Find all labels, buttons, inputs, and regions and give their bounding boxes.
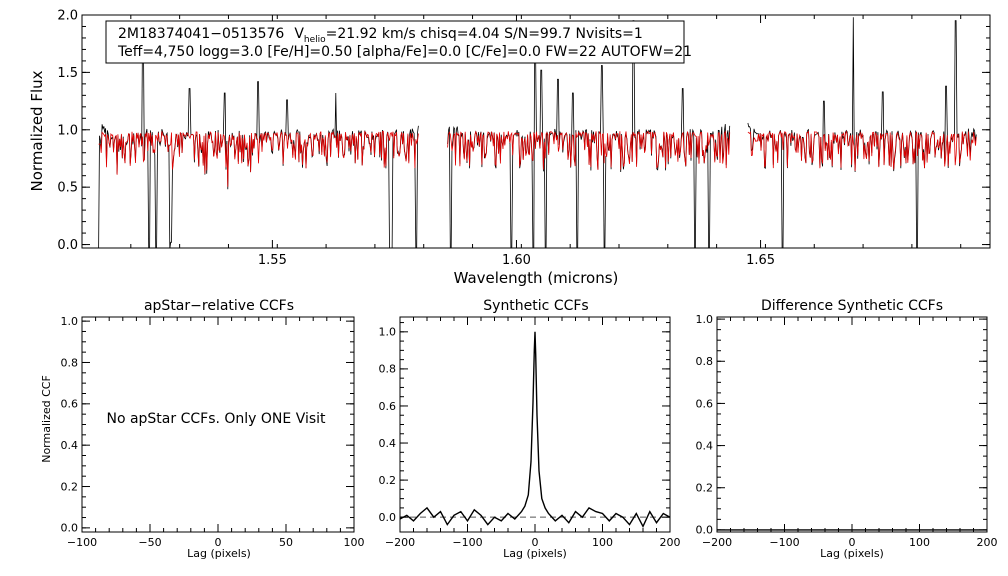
annotation-star-id: 2M18374041−0513576 (118, 26, 284, 42)
spectrum-ytick-label: 0.0 (57, 238, 78, 253)
difference-ccf-ytick-label: 0.8 (696, 355, 714, 368)
synthetic-ccf-xtick-label: 0 (532, 536, 539, 549)
difference-ccf-xtick-label: 200 (977, 536, 998, 549)
spectrum-ytick-label: 0.5 (57, 181, 78, 196)
synthetic-ccf-ytick-label: 1.0 (379, 326, 397, 339)
difference-ccf-frame (716, 316, 988, 533)
difference-ccf-ytick-label: 0.4 (696, 439, 714, 452)
spectrum-annotation-box: 2M18374041−0513576 Vhelio=21.92 km/s chis… (105, 20, 692, 64)
spectrum-xtick-label: 1.55 (258, 253, 287, 268)
spectrum-xtick-label: 1.60 (502, 253, 531, 268)
annotation-line-1-rest: =21.92 km/s chisq=4.04 S/N=99.7 Nvisits=… (326, 26, 643, 42)
apstar-ccf-ylabel: Normalized CCF (40, 375, 53, 463)
synthetic-ccf-panel: Synthetic CCFs −200 −100 0 100 200 0.0 0.2 0.4 0… (379, 298, 681, 560)
spectrum-ylabel: Normalized Flux (28, 70, 46, 191)
synthetic-ccf-plot-area (399, 331, 671, 528)
apstar-ccf-xtick-label: 100 (344, 536, 365, 549)
apstar-ccf-ytick-label: 0.4 (61, 439, 79, 452)
spectrum-xtick-label: 1.65 (746, 253, 775, 268)
difference-ccf-xtick-label: 100 (909, 536, 930, 549)
apstar-ccf-xtick-label: 50 (279, 536, 293, 549)
annotation-v-subscript: helio (304, 35, 326, 45)
apstar-ccf-xtick-label: 0 (215, 536, 222, 549)
spectrum-xlabel: Wavelength (microns) (454, 269, 619, 287)
difference-ccf-xtick-label: −100 (769, 536, 799, 549)
synthetic-ccf-curve (399, 331, 671, 528)
difference-ccf-ticks: −200 −100 0 100 200 0.0 0.2 0.4 0.6 0.8 1.0 (696, 313, 998, 549)
difference-ccf-ytick-label: 0.6 (696, 397, 714, 410)
spectrum-plot-area (98, 17, 977, 248)
difference-ccf-xtick-label: −200 (702, 536, 732, 549)
annotation-line-2: Teff=4,750 logg=3.0 [Fe/H]=0.50 [alpha/F… (117, 44, 692, 60)
difference-ccf-ytick-label: 1.0 (696, 313, 714, 326)
annotation-line-1: 2M18374041−0513576 Vhelio=21.92 km/s chis… (118, 26, 643, 45)
spectrum-ytick-label: 2.0 (57, 9, 78, 24)
spectrum-frame (81, 14, 991, 249)
synthetic-ccf-ytick-label: 0.8 (379, 363, 397, 376)
difference-ccf-title: Difference Synthetic CCFs (761, 298, 943, 314)
synthetic-ccf-title: Synthetic CCFs (483, 298, 588, 314)
synthetic-spectrum-chip-3 (747, 130, 977, 171)
synthetic-ccf-xtick-label: 200 (660, 536, 681, 549)
apstar-ccf-panel: apStar−relative CCFs −100 −50 0 50 100 0.0 0.2… (40, 298, 365, 560)
observed-spectrum-chip-1 (98, 35, 419, 248)
synthetic-ccf-ytick-label: 0.6 (379, 400, 397, 413)
apstar-ccf-message: No apStar CCFs. Only ONE Visit (106, 411, 326, 427)
synthetic-ccf-xtick-label: −100 (452, 536, 482, 549)
difference-ccf-xlabel: Lag (pixels) (820, 547, 884, 560)
apstar-ccf-ytick-label: 0.0 (61, 522, 79, 535)
apstar-ccf-xlabel: Lag (pixels) (187, 547, 251, 560)
apstar-ccf-ticks: −100 −50 0 50 100 0.0 0.2 0.4 0.6 0.8 1.0 (61, 315, 365, 549)
annotation-v-symbol: V (294, 26, 304, 42)
spectrum-ticks: 1.55 1.60 1.65 0.0 0.5 1.0 1.5 2.0 (57, 9, 990, 268)
apstar-ccf-xtick-label: −50 (138, 536, 161, 549)
synthetic-spectrum-chip-1 (98, 130, 419, 187)
synthetic-ccf-xtick-label: −200 (385, 536, 415, 549)
synthetic-ccf-xlabel: Lag (pixels) (503, 547, 567, 560)
apstar-ccf-xtick-label: −100 (67, 536, 97, 549)
apstar-ccf-ytick-label: 1.0 (61, 315, 79, 328)
difference-ccf-ytick-label: 0.0 (696, 524, 714, 537)
apstar-ccf-title: apStar−relative CCFs (144, 298, 294, 314)
apstar-ccf-ytick-label: 0.6 (61, 398, 79, 411)
synthetic-ccf-ticks: −200 −100 0 100 200 0.0 0.2 0.4 0.6 0.8 1.0 (379, 317, 681, 549)
difference-ccf-ytick-label: 0.2 (696, 482, 714, 495)
annotation-frame (105, 20, 685, 64)
synthetic-ccf-xtick-label: 100 (592, 536, 613, 549)
synthetic-ccf-ytick-label: 0.0 (379, 511, 397, 524)
apstar-ccf-ytick-label: 0.8 (61, 356, 79, 369)
difference-ccf-panel: Difference Synthetic CCFs −200 −100 0 100 20… (696, 298, 998, 560)
spectrum-ytick-label: 1.0 (57, 123, 78, 138)
synthetic-ccf-ytick-label: 0.2 (379, 474, 397, 487)
spectrum-ytick-label: 1.5 (57, 66, 78, 81)
difference-ccf-xtick-label: 0 (849, 536, 856, 549)
synthetic-ccf-ytick-label: 0.4 (379, 437, 397, 450)
spectrum-panel: 1.55 1.60 1.65 0.0 0.5 1.0 1.5 2.0 Normalized F… (28, 9, 991, 287)
synthetic-spectrum-chip-2 (447, 130, 731, 170)
apstar-ccf-ytick-label: 0.2 (61, 480, 79, 493)
